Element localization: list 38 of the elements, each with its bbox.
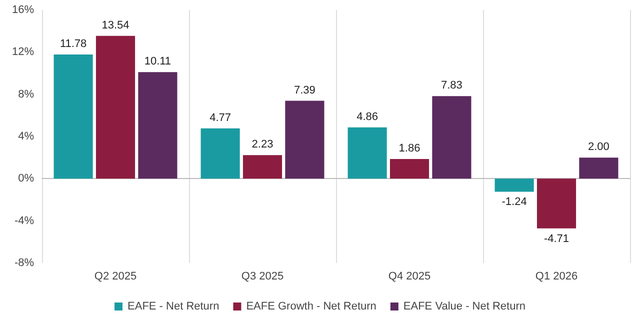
- text: -1.24: [502, 196, 527, 208]
- legend-label: EAFE - Net Return: [128, 300, 220, 312]
- text: 7.39: [294, 84, 316, 96]
- bar: [200, 128, 240, 179]
- x-tick-label: Q4 2025: [388, 270, 431, 282]
- y-tick-label: 4%: [18, 130, 34, 142]
- bar: [138, 72, 178, 179]
- bar: [494, 178, 534, 192]
- legend-label: EAFE Value - Net Return: [403, 300, 526, 312]
- text: -4.71: [544, 232, 570, 245]
- bar: [432, 96, 472, 179]
- bar: [96, 36, 136, 179]
- y-tick-label: 8%: [18, 88, 34, 100]
- bar: [536, 178, 576, 228]
- x-tick-label: Q1 2026: [535, 270, 578, 282]
- bar: [390, 159, 430, 179]
- bar: [242, 155, 282, 179]
- bar: [54, 54, 93, 179]
- text: 2.23: [252, 138, 274, 151]
- y-tick-label: -4%: [14, 214, 34, 227]
- text: 10.11: [144, 56, 172, 68]
- legend-label: EAFE Growth - Net Return: [246, 300, 376, 312]
- y-tick-label: 12%: [12, 46, 34, 58]
- text: 4.77: [210, 112, 232, 124]
- bar: [348, 127, 387, 179]
- bar: [285, 100, 324, 179]
- text: 2.00: [588, 141, 610, 154]
- y-tick-label: 16%: [12, 4, 34, 16]
- text: 7.83: [440, 80, 462, 92]
- text: 4.86: [356, 110, 378, 123]
- x-tick-label: Q2 2025: [94, 270, 137, 282]
- text: 11.78: [60, 38, 87, 50]
- bar: [579, 158, 618, 179]
- x-tick-label: Q3 2025: [241, 270, 284, 282]
- text: 13.54: [102, 19, 130, 32]
- text: 1.86: [398, 142, 420, 155]
- y-tick-label: 0%: [18, 172, 34, 185]
- y-tick-label: -8%: [14, 257, 34, 269]
